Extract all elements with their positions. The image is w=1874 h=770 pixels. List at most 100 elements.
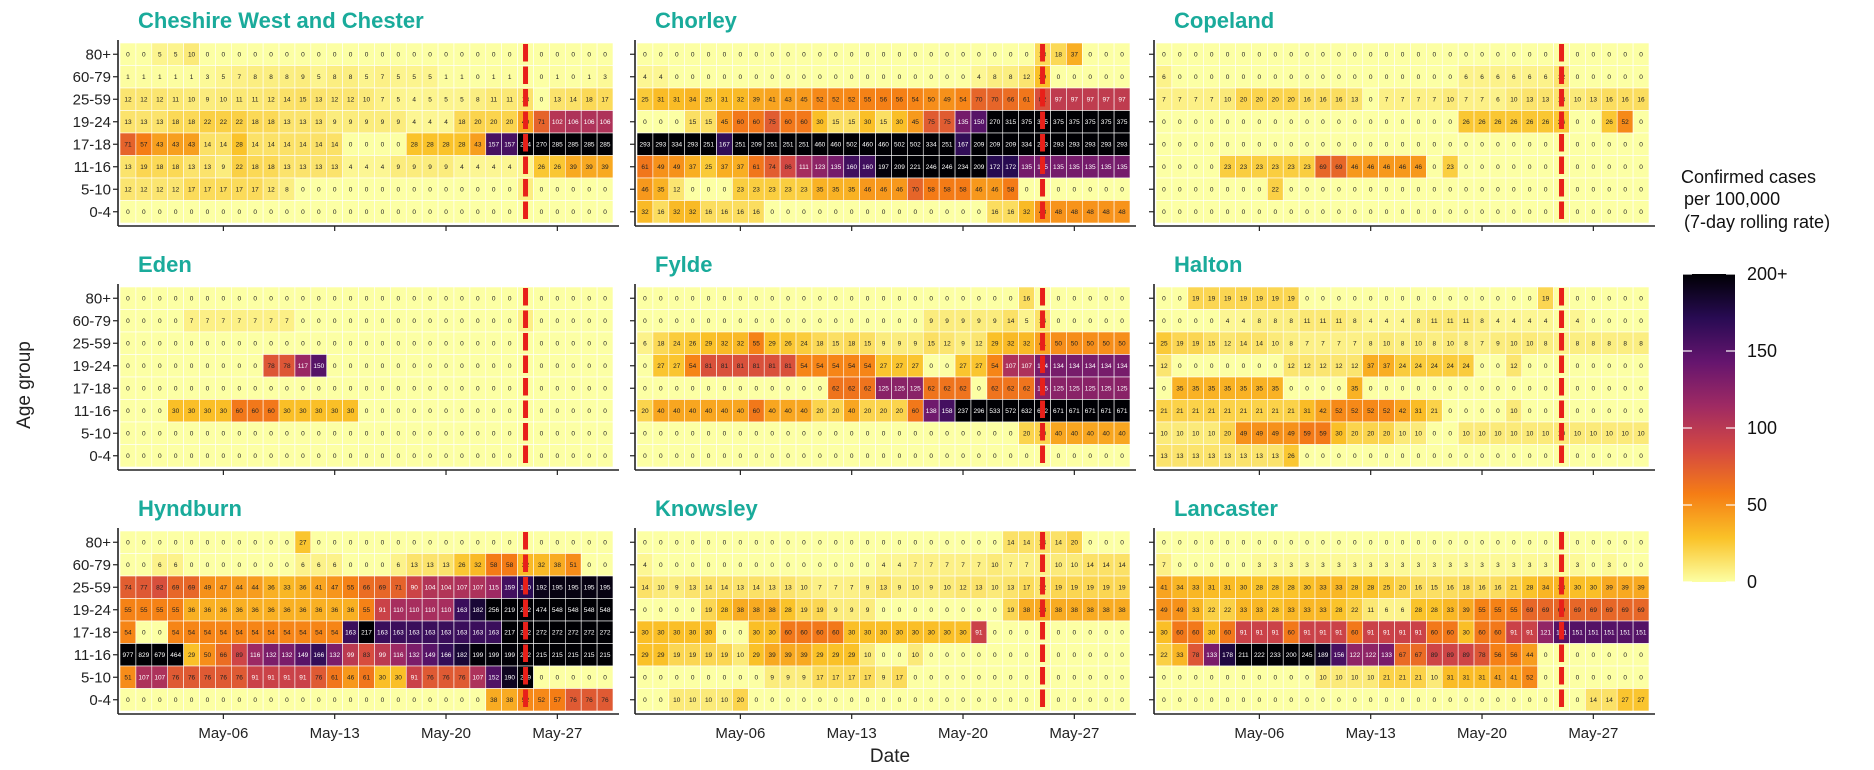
cell-value-label: 7 <box>269 318 273 325</box>
cell-value-label: 0 <box>253 453 257 460</box>
panel: Chorley000000000000000000000000018183700… <box>630 8 1136 231</box>
cell-value-label: 0 <box>365 363 369 370</box>
cell-value-label: 17 <box>816 675 824 682</box>
cell-value-label: 0 <box>1120 187 1124 194</box>
date-marker-segment <box>1559 201 1565 219</box>
cell-value-label: 24 <box>1447 363 1455 370</box>
date-marker-segment <box>523 179 529 197</box>
cell-value-label: 28 <box>1288 585 1296 592</box>
cell-value-label: 548 <box>600 607 611 614</box>
cell-value-label: 60 <box>816 630 824 637</box>
cell-value-label: 8 <box>1289 318 1293 325</box>
cell-value-label: 0 <box>1210 363 1214 370</box>
date-marker-segment <box>523 44 529 62</box>
cell-value-label: 0 <box>1120 697 1124 704</box>
cell-value-label: 9 <box>802 675 806 682</box>
cell-value-label: 8 <box>285 187 289 194</box>
cell-value-label: 0 <box>1448 431 1452 438</box>
cell-value-label: 0 <box>158 386 162 393</box>
cell-value-label: 0 <box>786 74 790 81</box>
cell-value-label: 0 <box>707 386 711 393</box>
cell-value-label: 0 <box>460 296 464 303</box>
cell-value-label: 0 <box>381 341 385 348</box>
cell-value-label: 14 <box>570 97 578 104</box>
cell-value-label: 0 <box>1337 187 1341 194</box>
cell-value-label: 13 <box>1176 453 1184 460</box>
date-marker-segment <box>1559 179 1565 197</box>
cell-value-label: 133 <box>1206 652 1217 659</box>
cell-value-label: 0 <box>396 209 400 216</box>
cell-value-label: 13 <box>156 119 164 126</box>
cell-value-label: 38 <box>737 607 745 614</box>
cell-value-label: 38 <box>490 697 498 704</box>
cell-value-label: 0 <box>444 408 448 415</box>
cell-value-label: 0 <box>1178 675 1182 682</box>
cell-value-label: 0 <box>1544 675 1548 682</box>
cell-value-label: 3 <box>1353 562 1357 569</box>
cell-value-label: 159 <box>504 585 515 592</box>
cell-value-label: 21 <box>1383 675 1391 682</box>
cell-value-label: 209 <box>989 142 1000 149</box>
cell-value-label: 0 <box>412 52 416 59</box>
cell-value-label: 0 <box>739 296 743 303</box>
cell-value-label: 26 <box>1494 119 1502 126</box>
cell-value-label: 13 <box>1007 585 1015 592</box>
cell-value-label: 18 <box>267 119 275 126</box>
cell-value-label: 0 <box>1639 540 1643 547</box>
cell-value-label: 20 <box>1367 431 1375 438</box>
cell-value-label: 158 <box>942 408 953 415</box>
cell-value-label: 5 <box>460 97 464 104</box>
cell-value-label: 0 <box>1448 187 1452 194</box>
cell-value-label: 23 <box>1224 164 1232 171</box>
legend-tick-label: 0 <box>1747 572 1757 592</box>
cell-value-label: 0 <box>1057 453 1061 460</box>
cell-value-label: 28 <box>458 142 466 149</box>
cell-value-label: 151 <box>1588 630 1599 637</box>
cell-value-label: 0 <box>818 453 822 460</box>
cell-value-label: 7 <box>961 562 965 569</box>
cell-value-label: 0 <box>659 562 663 569</box>
cell-value-label: 0 <box>1607 142 1611 149</box>
cell-value-label: 34 <box>1542 585 1550 592</box>
cell-value-label: 3 <box>1305 562 1309 569</box>
cell-value-label: 0 <box>285 341 289 348</box>
cell-value-label: 197 <box>878 164 889 171</box>
cell-value-label: 0 <box>1592 187 1596 194</box>
date-marker-segment <box>523 445 529 463</box>
cell-value-label: 0 <box>659 453 663 460</box>
cell-value-label: 52 <box>1383 408 1391 415</box>
cell-value-label: 0 <box>571 408 575 415</box>
panel-title: Chorley <box>655 8 738 33</box>
cell-value-label: 110 <box>425 607 436 614</box>
cell-value-label: 0 <box>603 408 607 415</box>
cell-value-label: 21 <box>1272 408 1280 415</box>
cell-value-label: 195 <box>568 585 579 592</box>
cell-value-label: 91 <box>283 675 291 682</box>
cell-value-label: 8 <box>1544 341 1548 348</box>
cell-value-label: 0 <box>1194 318 1198 325</box>
cell-value-label: 30 <box>1240 585 1248 592</box>
cell-value-label: 0 <box>882 209 886 216</box>
cell-value-label: 0 <box>739 562 743 569</box>
cell-value-label: 0 <box>237 52 241 59</box>
cell-value-label: 0 <box>1337 296 1341 303</box>
cell-value-label: 51 <box>124 675 132 682</box>
cell-value-label: 11 <box>490 97 497 104</box>
cell-value-label: 4 <box>659 74 663 81</box>
cell-value-label: 23 <box>769 187 777 194</box>
cell-value-label: 5 <box>222 74 226 81</box>
cell-value-label: 0 <box>1623 540 1627 547</box>
cell-value-label: 56 <box>896 97 904 104</box>
cell-value-label: 215 <box>584 652 595 659</box>
date-marker-segment <box>1040 532 1046 550</box>
cell-value-label: 0 <box>850 697 854 704</box>
cell-value-label: 0 <box>1544 142 1548 149</box>
cell-value-label: 0 <box>945 675 949 682</box>
cell-value-label: 0 <box>1528 408 1532 415</box>
cell-value-label: 13 <box>315 119 323 126</box>
cell-value-label: 0 <box>381 187 385 194</box>
cell-value-label: 0 <box>993 630 997 637</box>
cell-value-label: 0 <box>349 363 353 370</box>
cell-value-label: 0 <box>707 52 711 59</box>
date-marker-segment <box>523 400 529 418</box>
